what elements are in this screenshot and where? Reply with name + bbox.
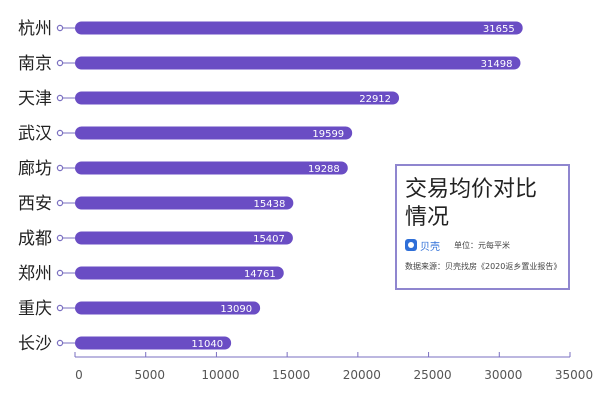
value-label: 19599 bbox=[312, 129, 344, 140]
x-tick-label: 30000 bbox=[484, 368, 522, 382]
value-label: 13090 bbox=[220, 304, 252, 315]
category-label: 武汉 bbox=[18, 124, 52, 144]
connector-dot bbox=[56, 234, 64, 242]
category-label: 成都 bbox=[18, 229, 52, 249]
data-source-label: 数据来源：贝壳找房《2020返乡置业报告》 bbox=[405, 262, 562, 271]
connector-dot bbox=[56, 269, 64, 277]
x-tick-label: 25000 bbox=[413, 368, 451, 382]
connector-dot bbox=[56, 199, 64, 207]
category-label: 长沙 bbox=[18, 334, 52, 354]
bar bbox=[75, 336, 232, 350]
chart-title: 交易均价对比情况 bbox=[405, 177, 538, 230]
x-tick-label: 20000 bbox=[343, 368, 381, 382]
unit-label: 单位：元每平米 bbox=[454, 240, 510, 250]
beike-logo-icon bbox=[405, 239, 417, 251]
x-tick-label: 15000 bbox=[272, 368, 310, 382]
category-label: 西安 bbox=[18, 194, 52, 214]
value-label: 31498 bbox=[481, 59, 513, 70]
value-label: 11040 bbox=[191, 339, 223, 350]
value-label: 14761 bbox=[244, 269, 276, 280]
connector-dot bbox=[56, 164, 64, 172]
category-label: 杭州 bbox=[18, 19, 52, 39]
bar bbox=[75, 56, 521, 70]
value-label: 15438 bbox=[254, 199, 286, 210]
bar bbox=[75, 301, 261, 315]
bar bbox=[75, 266, 284, 280]
bar bbox=[75, 91, 400, 105]
connector-dot bbox=[56, 24, 64, 32]
value-label: 31655 bbox=[483, 24, 515, 35]
value-label: 19288 bbox=[308, 164, 340, 175]
connector-dot bbox=[56, 304, 64, 312]
bar bbox=[75, 161, 348, 175]
category-label: 重庆 bbox=[18, 299, 52, 319]
chart-info-box: 交易均价对比情况 贝壳 单位：元每平米 数据来源：贝壳找房《2020返乡置业报告… bbox=[395, 164, 570, 290]
bar bbox=[75, 196, 294, 210]
value-label: 22912 bbox=[359, 94, 391, 105]
connector-dot bbox=[56, 339, 64, 347]
x-tick-label: 0 bbox=[75, 368, 83, 382]
brand-name: 贝壳 bbox=[420, 241, 440, 253]
category-label: 南京 bbox=[18, 54, 52, 74]
brand-row: 贝壳 单位：元每平米 bbox=[405, 237, 560, 253]
value-label: 15407 bbox=[253, 234, 285, 245]
bar bbox=[75, 126, 353, 140]
bar bbox=[75, 21, 523, 35]
connector-dot bbox=[56, 129, 64, 137]
category-label: 天津 bbox=[18, 89, 52, 109]
x-tick-label: 10000 bbox=[201, 368, 239, 382]
category-label: 廊坊 bbox=[18, 159, 52, 179]
connector-dot bbox=[56, 59, 64, 67]
x-tick-label: 5000 bbox=[134, 368, 165, 382]
x-tick-label: 35000 bbox=[555, 368, 593, 382]
connector-dot bbox=[56, 94, 64, 102]
bar bbox=[75, 231, 293, 245]
category-label: 郑州 bbox=[18, 264, 52, 284]
